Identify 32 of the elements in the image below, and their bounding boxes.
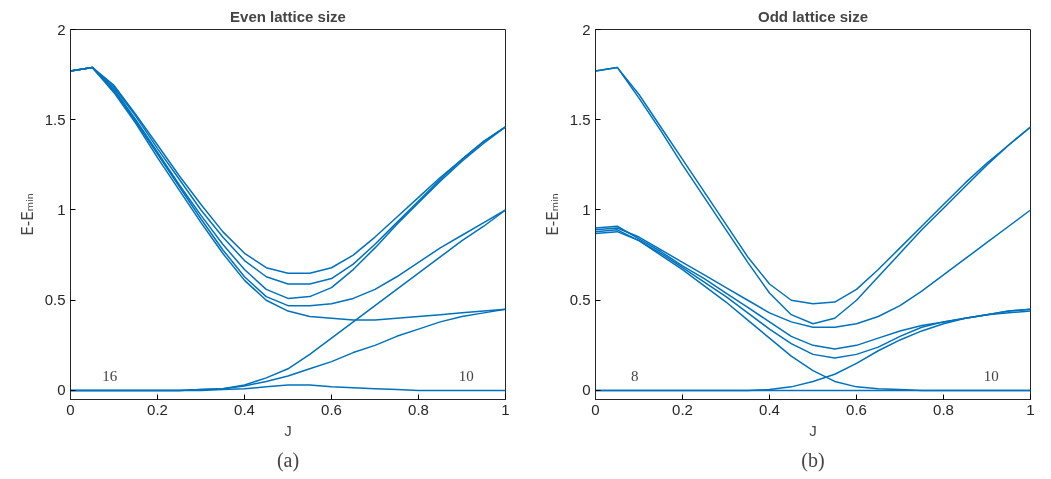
x-axis-title: J [284, 421, 292, 439]
y-axis-title: E-Eₘᵢₙ [18, 193, 37, 236]
chart-title: Even lattice size [230, 7, 346, 25]
y-tick-label: 1 [57, 200, 66, 218]
x-tick-label: 1 [1026, 400, 1035, 418]
annotation: 8 [630, 368, 639, 384]
x-tick-label: 0.6 [846, 400, 867, 418]
x-axis-title: J [809, 421, 817, 439]
x-tick-label: 0.8 [933, 400, 954, 418]
annotation: 10 [458, 368, 474, 384]
y-tick-label: 0.5 [569, 291, 591, 309]
x-tick-label: 0.2 [147, 400, 168, 418]
x-tick-label: 0.6 [321, 400, 342, 418]
y-tick-label: 2 [57, 20, 66, 38]
x-tick-label: 1 [501, 400, 510, 418]
y-tick-label: 0 [57, 381, 66, 399]
x-tick-label: 0.4 [759, 400, 780, 418]
text: (b) [801, 448, 825, 472]
annotation: 16 [102, 368, 118, 384]
x-tick-label: 0.2 [672, 400, 693, 418]
x-tick-label: 0.8 [408, 400, 429, 418]
y-axis-title: E-Eₘᵢₙ [543, 193, 562, 236]
text: (a) [276, 448, 300, 472]
y-tick-label: 1.5 [44, 110, 66, 128]
annotation: 10 [983, 368, 999, 384]
chart-title: Odd lattice size [757, 7, 869, 25]
y-tick-label: 1.5 [569, 110, 591, 128]
x-tick-label: 0.4 [234, 400, 255, 418]
y-tick-label: 1 [582, 200, 591, 218]
y-tick-label: 2 [582, 20, 591, 38]
y-tick-label: 0.5 [44, 291, 66, 309]
y-tick-label: 0 [582, 381, 591, 399]
